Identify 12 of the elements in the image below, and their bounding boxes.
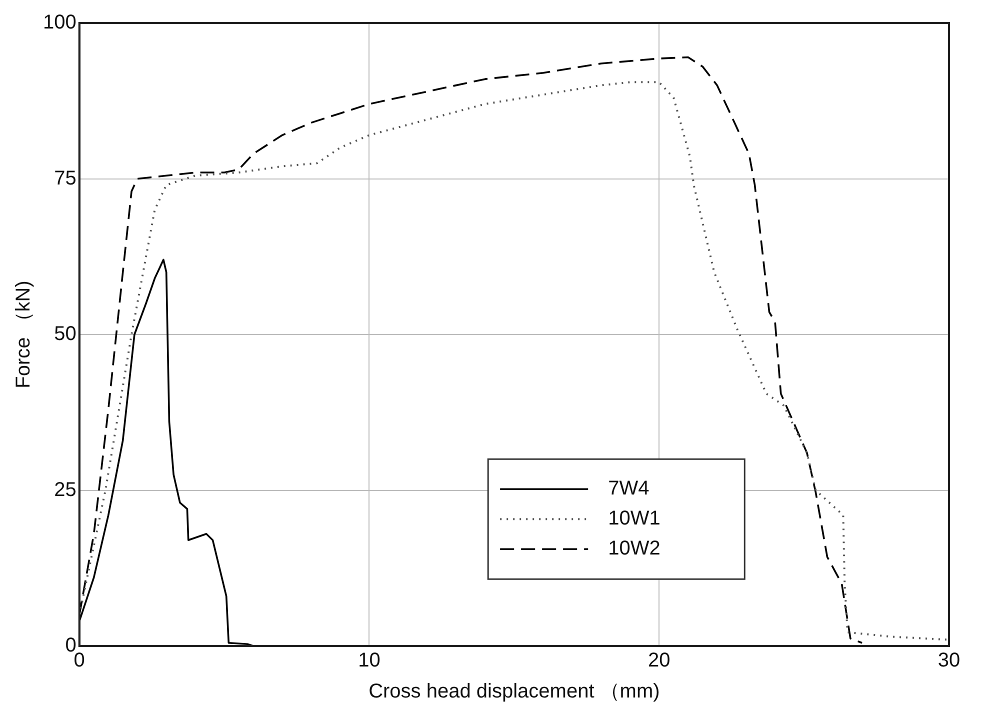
- y-tick-label: 100: [42, 12, 76, 34]
- y-axis-title: Force （kN): [12, 280, 35, 388]
- legend-label: 10W1: [608, 508, 660, 530]
- x-tick-label: 30: [938, 650, 960, 672]
- y-tick-label: 25: [54, 478, 76, 501]
- x-tick-label: 10: [358, 650, 380, 672]
- x-axis-title: Cross head displacement （mm): [368, 680, 660, 703]
- x-tick-label: 20: [648, 650, 670, 672]
- y-tick-label: 50: [54, 323, 76, 346]
- legend-label: 10W2: [608, 538, 660, 560]
- y-tick-label: 75: [54, 167, 76, 190]
- legend-label: 7W4: [608, 478, 650, 500]
